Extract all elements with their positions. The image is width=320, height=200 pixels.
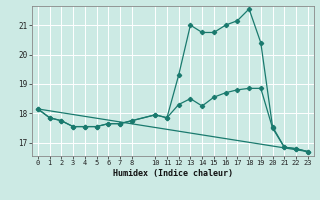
X-axis label: Humidex (Indice chaleur): Humidex (Indice chaleur): [113, 169, 233, 178]
